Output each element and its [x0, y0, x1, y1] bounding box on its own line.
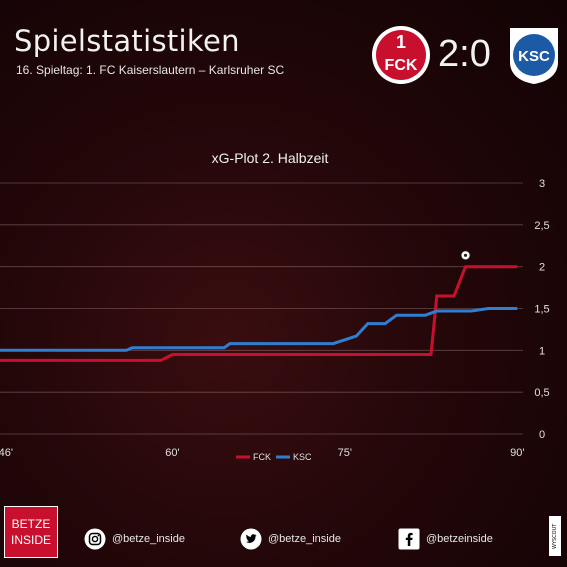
twitter-icon: [240, 528, 262, 550]
x-tick-label: 60': [165, 447, 179, 459]
goal-ball-icon: [460, 250, 471, 261]
y-tick-label: 0: [539, 429, 545, 441]
match-subtitle: 16. Spieltag: 1. FC Kaiserslautern – Kar…: [16, 63, 285, 77]
ksc-logo: KSC: [506, 24, 562, 86]
facebook-icon: [398, 528, 420, 550]
score: 2:0: [438, 33, 491, 75]
instagram-handle: @betze_inside: [112, 533, 185, 545]
legend-label-ksc: KSC: [293, 452, 312, 462]
x-tick-label: 90': [510, 447, 524, 459]
x-tick-label: 75': [338, 447, 352, 459]
y-tick-label: 1,5: [534, 304, 549, 316]
brand-line1: BETZE: [11, 517, 51, 531]
svg-text:1: 1: [396, 32, 406, 52]
y-tick-label: 3: [539, 178, 545, 190]
y-tick-label: 0,5: [534, 387, 549, 399]
fck-logo: 1 FCK: [370, 24, 432, 86]
y-tick-label: 1: [539, 345, 545, 357]
twitter-handle: @betze_inside: [268, 533, 341, 545]
y-tick-label: 2,5: [534, 220, 549, 232]
facebook-link[interactable]: @betzeinside: [398, 528, 493, 550]
instagram-link[interactable]: @betze_inside: [84, 528, 185, 550]
series-line-fck: [0, 265, 518, 362]
data-source-watermark: WYSCOUT: [549, 516, 561, 556]
svg-text:FCK: FCK: [385, 57, 418, 74]
x-tick-label: 46': [0, 447, 13, 459]
betze-inside-logo[interactable]: BETZE INSIDE: [4, 506, 58, 558]
legend-label-fck: FCK: [253, 452, 271, 462]
twitter-link[interactable]: @betze_inside: [240, 528, 341, 550]
svg-text:KSC: KSC: [518, 48, 550, 65]
facebook-handle: @betzeinside: [426, 533, 493, 545]
series-line-ksc: [0, 307, 518, 352]
brand-line2: INSIDE: [10, 533, 51, 547]
page-title: Spielstatistiken: [14, 24, 240, 58]
xg-chart: xG-Plot 2. Halbzeit 0 0,5 1 1,5 2 2,5 3 46' 60' 75…: [0, 150, 550, 462]
instagram-icon: [84, 528, 106, 550]
footer: BETZE INSIDE @betze_inside @betze_inside…: [0, 500, 567, 567]
chart-title: xG-Plot 2. Halbzeit: [212, 150, 329, 166]
y-tick-label: 2: [539, 262, 545, 274]
